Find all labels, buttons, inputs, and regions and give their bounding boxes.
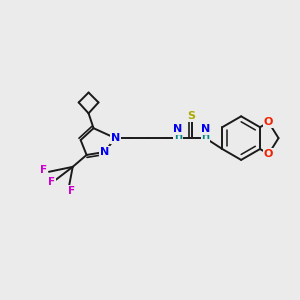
- Text: S: S: [188, 111, 196, 121]
- Text: N: N: [173, 124, 182, 134]
- Text: H: H: [201, 131, 209, 141]
- Text: N: N: [201, 124, 210, 134]
- Text: F: F: [48, 177, 56, 187]
- Text: F: F: [40, 165, 48, 175]
- Text: O: O: [264, 117, 273, 127]
- Text: O: O: [264, 149, 273, 159]
- Text: N: N: [100, 147, 109, 157]
- Text: F: F: [68, 186, 75, 196]
- Text: H: H: [174, 131, 182, 141]
- Text: N: N: [111, 133, 120, 143]
